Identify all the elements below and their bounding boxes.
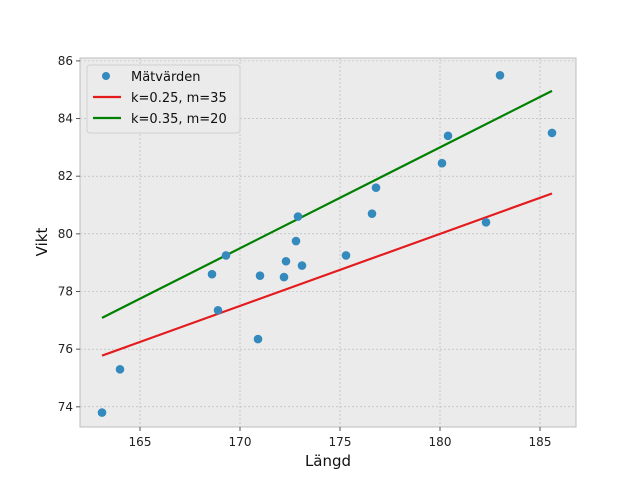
legend-box — [86, 64, 241, 134]
scatter-point — [253, 334, 263, 344]
scatter-point — [97, 408, 107, 417]
red-fit-line — [101, 192, 553, 357]
x-tick-label: 180 — [429, 435, 452, 449]
y-tick-label: 86 — [58, 54, 73, 68]
scatter-point — [115, 365, 125, 374]
scatter-point — [547, 128, 557, 138]
x-axis-label: Längd — [305, 452, 351, 470]
legend: Mätvärden k=0.25, m=35 k=0.35, m=20 — [86, 64, 241, 134]
scatter-point — [341, 251, 351, 260]
x-tick-label: 185 — [529, 435, 552, 449]
scatter-point — [481, 218, 491, 227]
green-fit-line — [101, 89, 553, 319]
scatter-point — [437, 158, 447, 168]
scatter-point — [495, 70, 505, 80]
scatter-point — [207, 269, 217, 279]
legend-label-scatter: Mätvärden — [131, 70, 201, 85]
scatter-point — [281, 256, 291, 266]
y-tick-label: 80 — [58, 227, 73, 241]
legend-label-red-line: k=0.25, m=35 — [131, 91, 227, 106]
scatter-point — [293, 212, 303, 221]
scatter-point — [297, 261, 307, 270]
scatter-point — [213, 305, 223, 315]
scatter-point — [291, 236, 301, 246]
scatter-point — [443, 131, 453, 141]
legend-marker-scatter — [102, 72, 110, 80]
ticks: 165 170 175 180 185 74 76 78 80 82 84 86 — [58, 54, 552, 449]
y-tick-label: 78 — [58, 285, 73, 299]
y-tick-label: 74 — [58, 400, 73, 414]
y-tick-label: 82 — [58, 169, 73, 183]
y-axis-label: Vikt — [33, 228, 51, 257]
scatter-point — [367, 209, 377, 218]
scatter-point — [279, 272, 289, 282]
y-tick-label: 84 — [58, 112, 73, 126]
x-tick-label: 165 — [129, 435, 152, 449]
plot-frame — [79, 57, 577, 428]
x-tick-label: 170 — [229, 435, 252, 449]
scatter-point — [221, 251, 231, 260]
regression-lines — [101, 89, 553, 357]
y-tick-label: 76 — [58, 342, 73, 356]
scatter-point — [371, 183, 381, 193]
scatter-point — [255, 271, 265, 280]
scatter-points — [97, 70, 557, 417]
x-tick-label: 175 — [329, 435, 352, 449]
legend-label-green-line: k=0.35, m=20 — [131, 112, 227, 127]
